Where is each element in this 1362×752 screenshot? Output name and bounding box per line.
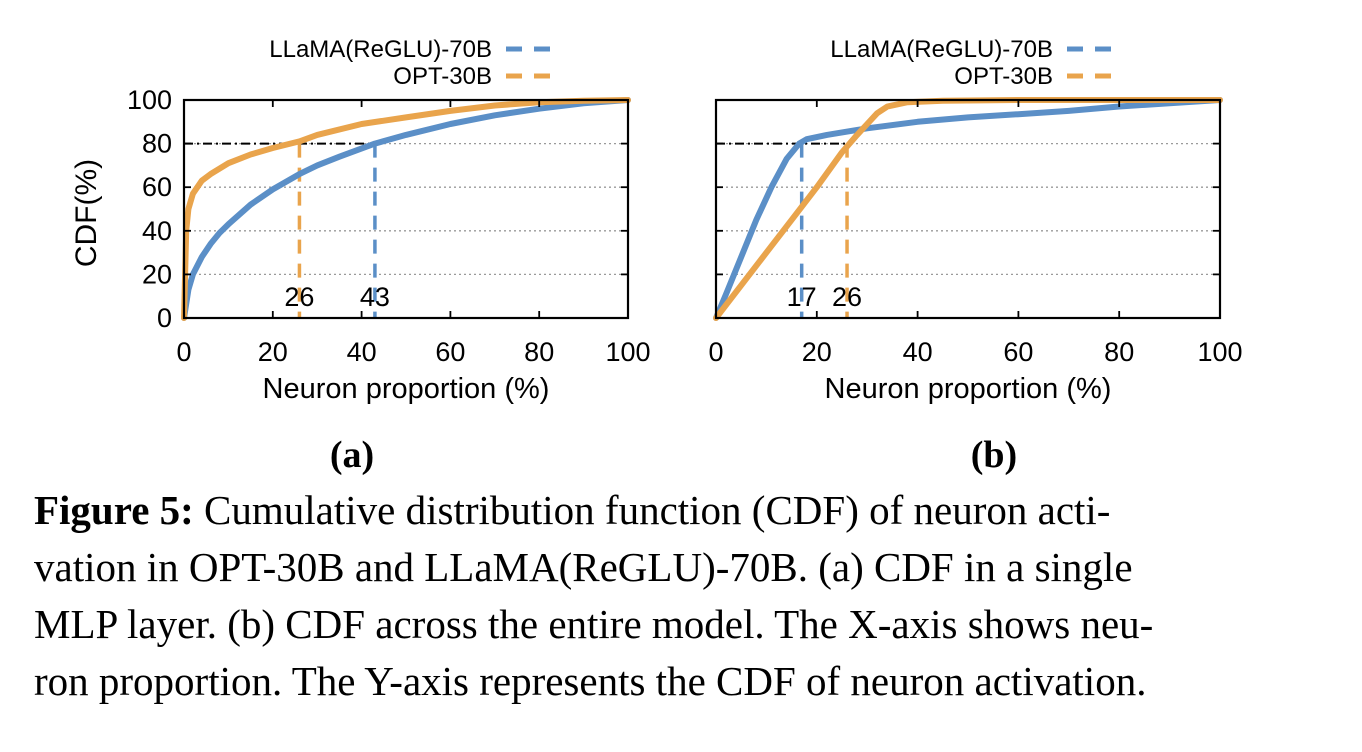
caption-line-2: vation in OPT-30B and LLaMA(ReGLU)-70B. … — [34, 544, 1133, 590]
panel-a-x-axis-title: Neuron proportion (%) — [263, 373, 550, 405]
panel-b-x-tick-label-60: 60 — [1003, 337, 1033, 367]
caption-line-3: MLP layer. (b) CDF across the entire mod… — [34, 601, 1154, 647]
caption-label: Figure 5: — [34, 487, 194, 533]
panel-a-y-tick-label-80: 80 — [142, 129, 172, 159]
panel-b-x-tick-label-40: 40 — [903, 337, 933, 367]
panel-a-legend-label-llama: LLaMA(ReGLU)-70B — [269, 36, 492, 63]
panel-a-y-tick-label-40: 40 — [142, 216, 172, 246]
panel-a-x-tick-label-100: 100 — [605, 337, 650, 367]
caption-line-1: Figure 5: Cumulative distribution functi… — [34, 482, 1324, 539]
panel-b-marker-label-26: 26 — [832, 282, 862, 312]
panel-a-x-tick-label-20: 20 — [258, 337, 288, 367]
panel-a-series-llama-line — [181, 97, 631, 321]
panel-b-panel-label: (b) — [971, 434, 1017, 476]
panel-b-x-tick-label-20: 20 — [802, 337, 832, 367]
panel-a-legend-label-opt: OPT-30B — [393, 63, 492, 90]
panel-a-panel-label: (a) — [330, 434, 374, 476]
panel-b-legend-label-opt: OPT-30B — [954, 63, 1053, 90]
caption-line-4: ron proportion. The Y-axis represents th… — [34, 658, 1147, 704]
panel-a-y-tick-label-0: 0 — [157, 303, 172, 333]
caption-text-1: Cumulative distribution function (CDF) o… — [193, 487, 1111, 533]
panel-a-x-tick-label-0: 0 — [176, 337, 191, 367]
panel-b-x-axis-title: Neuron proportion (%) — [825, 373, 1112, 405]
panel-b-x-tick-label-0: 0 — [708, 337, 723, 367]
panel-a-marker-label-43: 43 — [360, 282, 390, 312]
panel-b-marker-label-17: 17 — [787, 282, 817, 312]
panel-b-plot-frame — [714, 98, 1222, 320]
panel-b-x-tick-label-100: 100 — [1197, 337, 1242, 367]
panel-a-y-axis-title: CDF(%) — [70, 159, 103, 267]
figure-caption: Figure 5: Cumulative distribution functi… — [34, 482, 1324, 710]
panel-b-legend-label-llama: LLaMA(ReGLU)-70B — [830, 36, 1053, 63]
panel-a-x-tick-label-40: 40 — [347, 337, 377, 367]
panel-a-x-tick-label-80: 80 — [524, 337, 554, 367]
panel-a-series-opt-line — [181, 97, 631, 321]
panel-a-marker-label-26: 26 — [284, 282, 314, 312]
panel-a-x-tick-label-60: 60 — [435, 337, 465, 367]
panel-a-y-tick-label-20: 20 — [142, 259, 172, 289]
panel-b-x-tick-label-80: 80 — [1104, 337, 1134, 367]
panel-a-y-tick-label-60: 60 — [142, 172, 172, 202]
panel-a-plot-frame — [182, 98, 630, 320]
panel-b-series-llama-line — [713, 97, 1223, 321]
panel-a-y-tick-label-100: 100 — [127, 85, 172, 115]
figure-charts: 26 43 0 20 40 60 80 100 0 20 40 60 80 100 Neuron propo… — [70, 36, 1243, 476]
